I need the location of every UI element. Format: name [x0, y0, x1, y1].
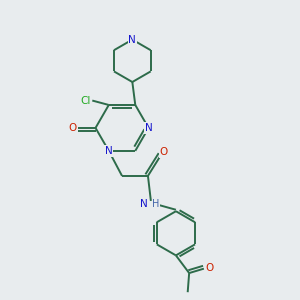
Text: O: O: [206, 263, 214, 273]
Text: N: N: [105, 146, 113, 156]
Text: N: N: [128, 34, 136, 45]
Text: N: N: [145, 123, 152, 133]
Text: Cl: Cl: [81, 96, 91, 106]
Text: O: O: [68, 123, 77, 133]
Text: N: N: [140, 199, 148, 209]
Text: H: H: [152, 199, 160, 209]
Text: O: O: [159, 147, 168, 157]
